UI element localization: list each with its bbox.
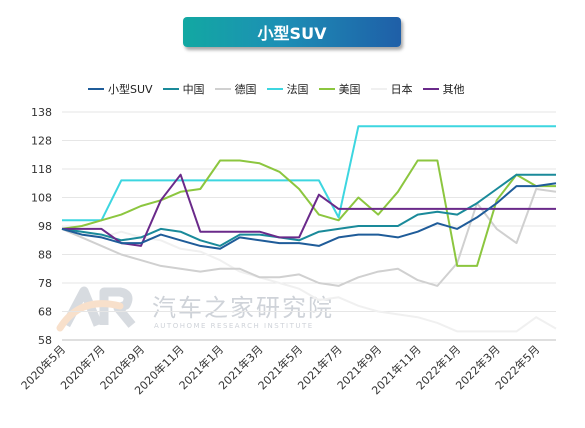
legend-swatch xyxy=(370,88,387,90)
legend-label: 其他 xyxy=(442,83,465,96)
watermark-logo xyxy=(56,286,136,332)
legend-item: 小型SUV xyxy=(88,81,153,97)
chart-title: 小型SUV xyxy=(183,17,401,47)
legend-item: 其他 xyxy=(422,81,465,97)
legend-swatch xyxy=(88,88,104,90)
legend-label: 德国 xyxy=(234,83,257,96)
series-line-4 xyxy=(61,159,556,267)
legend-item: 中国 xyxy=(162,81,205,97)
series-lines xyxy=(61,125,557,333)
grid xyxy=(62,111,556,341)
y-tick-label: 68 xyxy=(38,306,52,319)
legend-swatch xyxy=(318,88,335,90)
y-tick-label: 128 xyxy=(31,135,52,148)
y-tick-label: 138 xyxy=(31,106,52,119)
legend-item: 德国 xyxy=(214,81,257,97)
legend-label: 中国 xyxy=(182,83,205,96)
legend-label: 法国 xyxy=(286,83,309,96)
y-tick-label: 118 xyxy=(31,163,52,176)
legend-label: 日本 xyxy=(390,83,413,96)
series-line-0 xyxy=(61,182,557,250)
series-line-2 xyxy=(61,188,557,287)
legend-label: 美国 xyxy=(338,83,361,96)
series-line-3 xyxy=(62,125,556,222)
x-axis: 2020年5月2020年7月2020年9月2020年11月2021年1月2021… xyxy=(18,339,556,397)
legend: 小型SUV 中国 德国 法国 美国 日本 其他 xyxy=(88,81,465,97)
legend-item: 美国 xyxy=(318,81,361,97)
y-tick-label: 108 xyxy=(31,192,52,205)
legend-item: 法国 xyxy=(266,81,309,97)
legend-swatch xyxy=(266,88,283,90)
legend-item: 日本 xyxy=(370,81,413,97)
series-line-6 xyxy=(62,173,556,247)
y-tick-label: 78 xyxy=(38,277,52,290)
watermark-name-cn: 汽车之家研究院 xyxy=(152,294,334,322)
legend-label: 小型SUV xyxy=(108,83,153,96)
y-axis: 58 68 78 88 98 108 118 128 138 xyxy=(31,106,52,347)
y-tick-label: 98 xyxy=(38,220,52,233)
y-tick-label: 88 xyxy=(38,249,52,262)
legend-swatch xyxy=(162,88,179,90)
watermark-name-en: AUTOHOME RESEARCH INSTITUTE xyxy=(154,322,314,330)
y-tick-label: 58 xyxy=(38,334,52,347)
legend-swatch xyxy=(214,88,231,90)
legend-swatch xyxy=(422,88,439,90)
